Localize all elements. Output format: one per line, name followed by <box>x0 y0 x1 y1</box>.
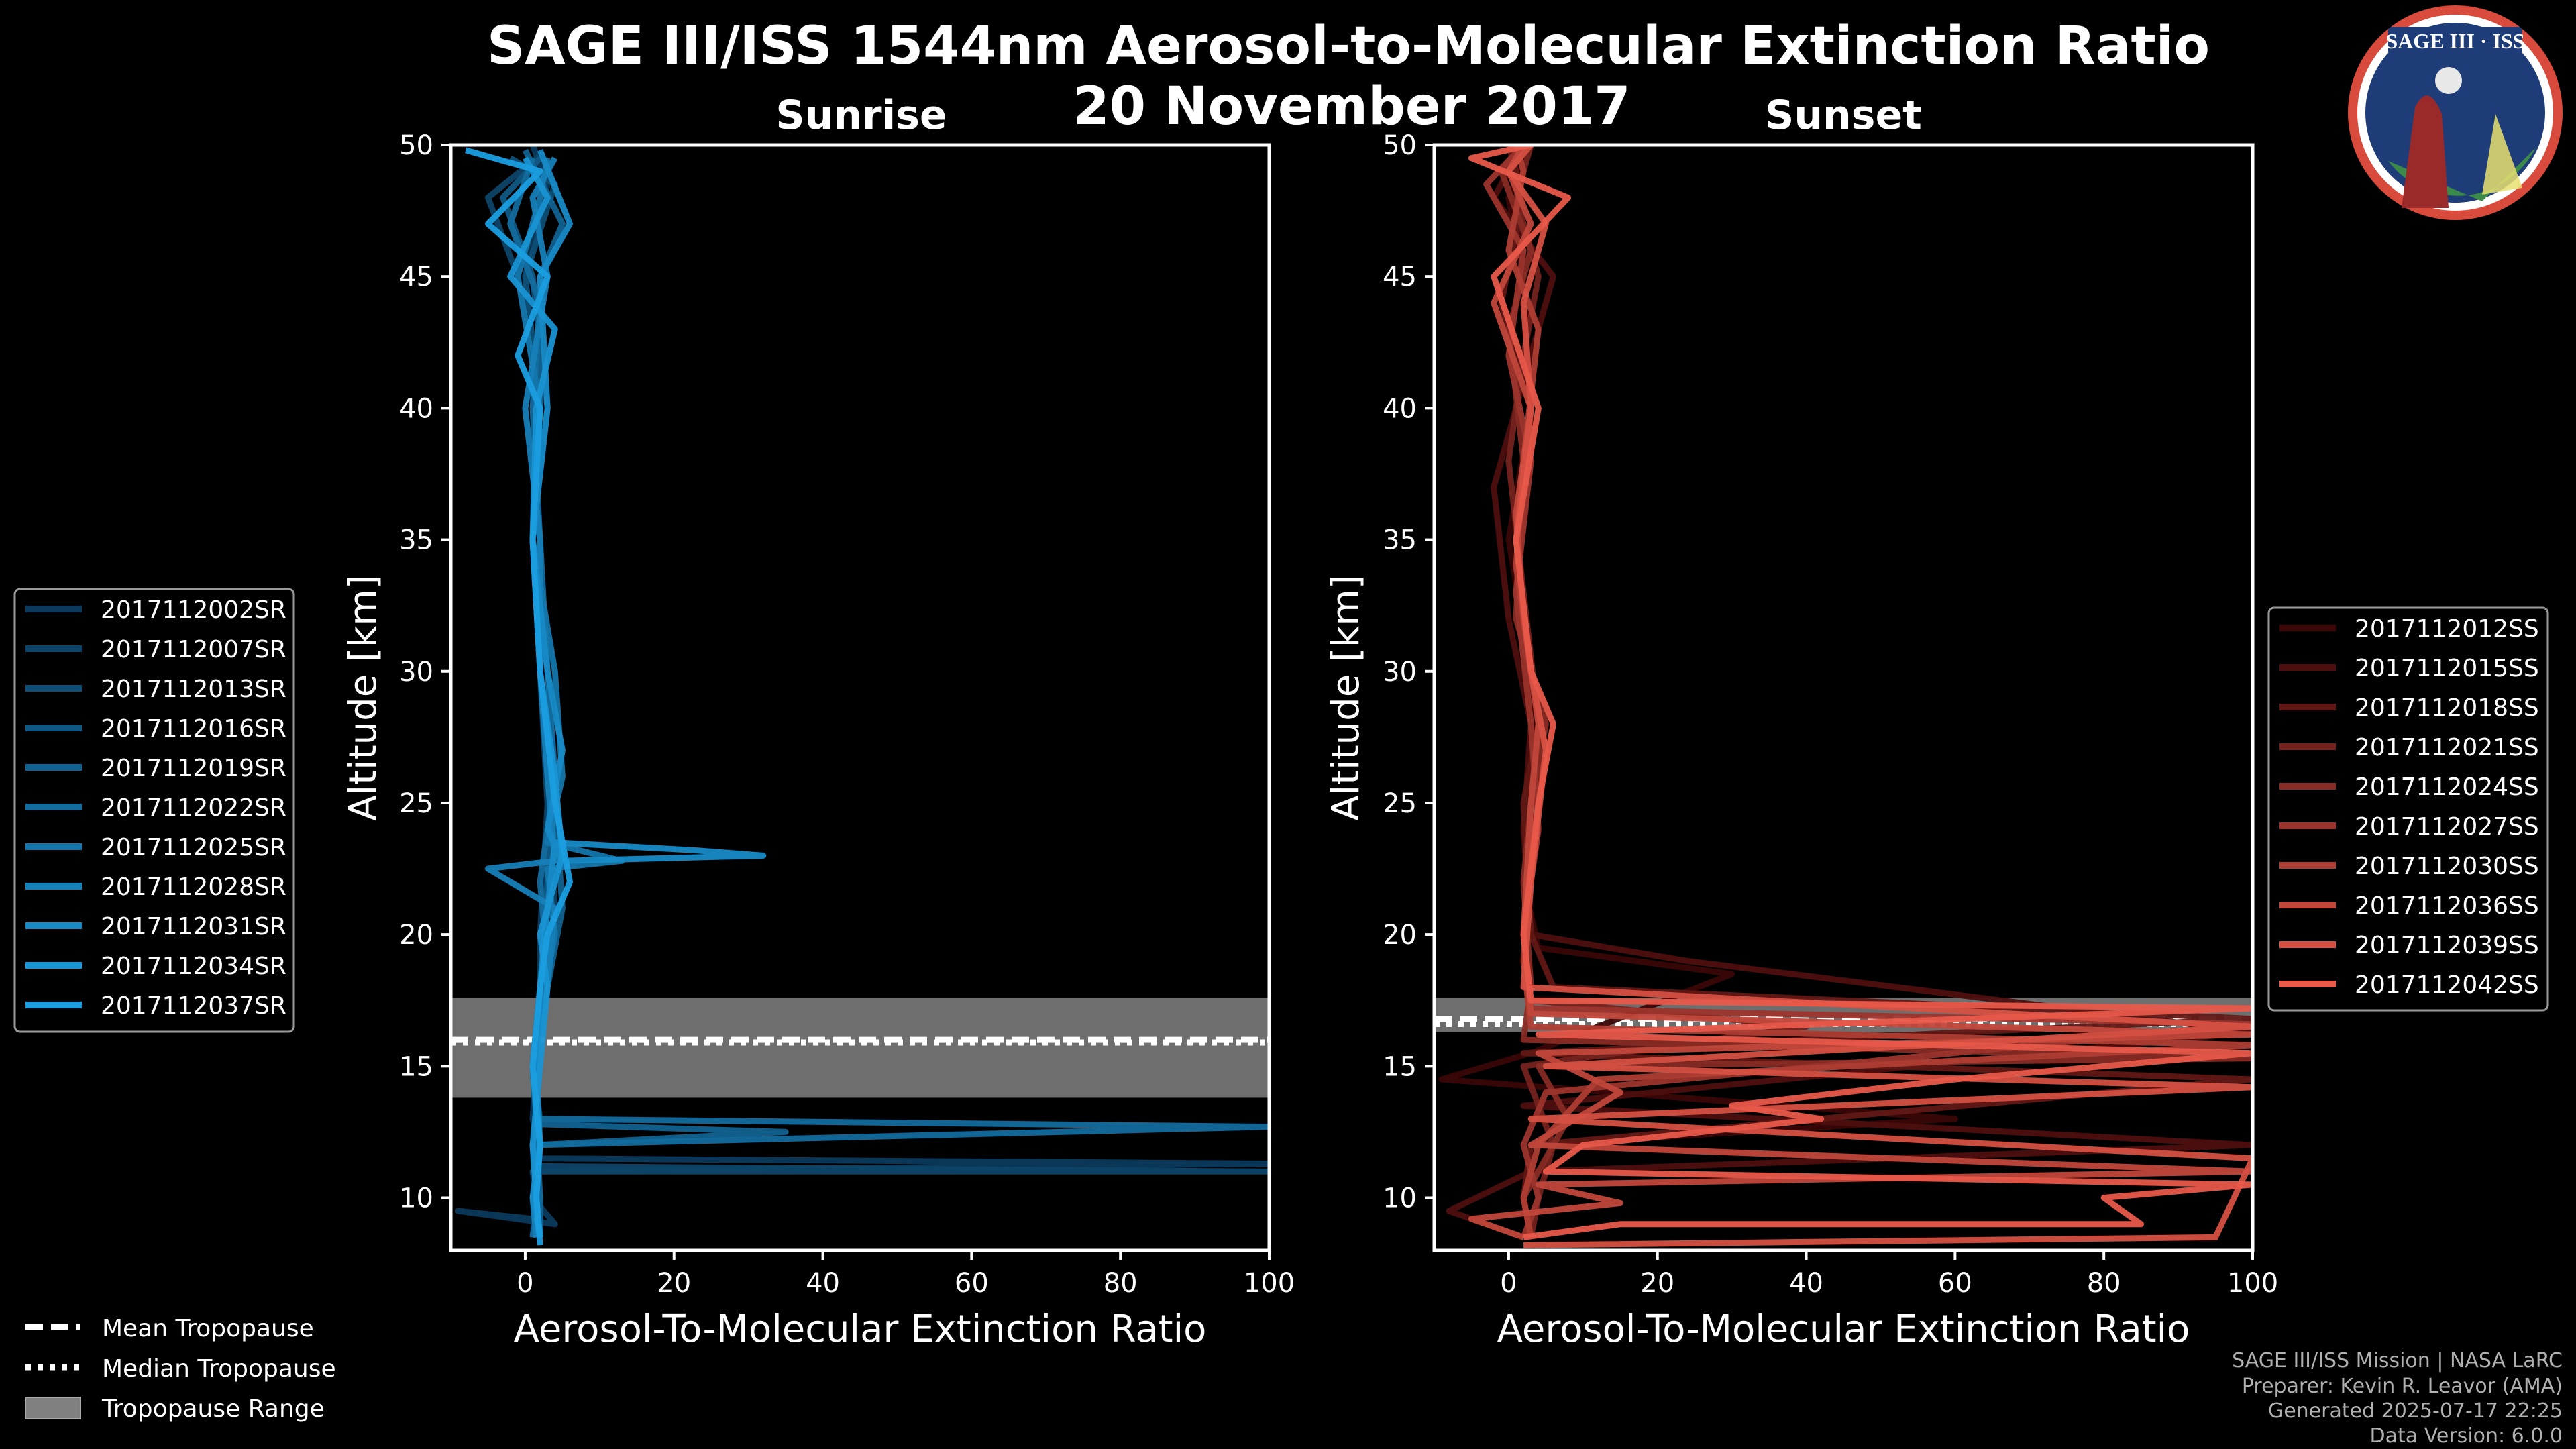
legend-label: 2017112016SR <box>101 715 286 743</box>
legend-label: 2017112028SR <box>101 873 286 901</box>
x-tick-label: 80 <box>1104 1268 1138 1299</box>
x-tick-label: 80 <box>2087 1268 2121 1299</box>
legend-label: 2017112021SS <box>2355 734 2539 761</box>
legend-label: 2017112007SR <box>101 636 286 663</box>
y-tick-label: 15 <box>399 1051 433 1082</box>
legend-label: 2017112022SR <box>101 794 286 822</box>
legend-label: 2017112037SR <box>101 992 286 1020</box>
legend-label: 2017112018SS <box>2355 694 2539 722</box>
y-tick-label: 20 <box>1383 920 1417 951</box>
sunrise-axes-frame <box>449 143 1271 1252</box>
legend-label: 2017112024SS <box>2355 773 2539 801</box>
x-tick-label: 20 <box>657 1268 691 1299</box>
logo-text: SAGE III · ISS <box>2385 29 2524 53</box>
tropopause-range-band <box>451 998 1269 1098</box>
legend-label: 2017112019SR <box>101 755 286 782</box>
profile-line-2017112042SS <box>1468 145 2253 1240</box>
legend-label: 2017112039SS <box>2355 932 2539 959</box>
y-tick-label: 25 <box>399 788 433 819</box>
sunrise-panel: 0 20 40 60 80 100 10 15 20 25 30 35 40 45 50 Aerosol-T… <box>341 130 1295 1351</box>
legend-label: 2017112031SR <box>101 913 286 941</box>
legend-label: 2017112002SR <box>101 596 286 624</box>
legend-label: 2017112013SR <box>101 676 286 703</box>
y-tick-label: 45 <box>399 262 433 292</box>
credit-mission: SAGE III/ISS Mission | NASA LaRC <box>2232 1349 2563 1373</box>
legend-label: 2017112034SR <box>101 953 286 980</box>
x-tick-label: 20 <box>1640 1268 1674 1299</box>
y-tick-label: 30 <box>1383 657 1417 688</box>
credit-data-version: Data Version: 6.0.0 <box>2370 1424 2563 1448</box>
logo-moon <box>2435 67 2462 94</box>
median-tropopause-label: Median Tropopause <box>102 1355 336 1383</box>
logo-figure <box>2402 95 2449 208</box>
tropopause-range-swatch <box>25 1397 81 1419</box>
x-tick-label: 60 <box>1938 1268 1972 1299</box>
y-tick-label: 10 <box>399 1183 433 1214</box>
x-tick-label: 100 <box>2227 1268 2278 1299</box>
sunset-axes-frame <box>1432 143 2255 1252</box>
legend-label: 2017112036SS <box>2355 892 2539 920</box>
figure-title: SAGE III/ISS 1544nm Aerosol-to-Molecular… <box>487 16 2210 76</box>
y-tick-label: 35 <box>399 525 433 556</box>
sunset-profiles <box>1438 145 2253 1248</box>
sunrise-profiles <box>455 145 1269 1246</box>
sunrise-ylabel: Altitude [km] <box>341 574 385 820</box>
x-tick-label: 0 <box>1500 1268 1517 1299</box>
y-tick-label: 40 <box>399 393 433 424</box>
sunset-ticks: 0 20 40 60 80 100 10 15 20 25 30 35 40 45 50 <box>1383 130 2278 1299</box>
legend-label: 2017112015SS <box>2355 655 2539 682</box>
x-tick-label: 60 <box>955 1268 989 1299</box>
credits: SAGE III/ISS Mission | NASA LaRC Prepare… <box>2232 1349 2563 1448</box>
sunset-xlabel: Aerosol-To-Molecular Extinction Ratio <box>1497 1307 2190 1351</box>
mean-tropopause-label: Mean Tropopause <box>102 1315 314 1342</box>
sunrise-tropopause <box>451 998 1269 1098</box>
y-tick-label: 30 <box>399 657 433 688</box>
x-tick-label: 0 <box>517 1268 533 1299</box>
credit-generated: Generated 2025-07-17 22:25 <box>2268 1399 2563 1423</box>
y-tick-label: 10 <box>1383 1183 1417 1214</box>
sunrise-ticks: 0 20 40 60 80 100 10 15 20 25 30 35 40 45 50 <box>399 130 1295 1299</box>
y-tick-label: 15 <box>1383 1051 1417 1082</box>
sunrise-panel-title: Sunrise <box>775 92 947 139</box>
sunset-panel-title: Sunset <box>1765 92 1922 139</box>
x-tick-label: 40 <box>1789 1268 1823 1299</box>
legend-label: 2017112042SS <box>2355 971 2539 999</box>
legend-label: 2017112025SR <box>101 834 286 861</box>
credit-preparer: Preparer: Kevin R. Leavor (AMA) <box>2242 1375 2563 1398</box>
sunrise-xlabel: Aerosol-To-Molecular Extinction Ratio <box>514 1307 1207 1351</box>
sunrise-legend: 2017112002SR 2017112007SR 2017112013SR 2017… <box>13 588 295 1033</box>
tropopause-range-label: Tropopause Range <box>101 1395 325 1423</box>
sunset-legend: 2017112012SS 2017112015SS 2017112018SS 2017… <box>2267 606 2549 1012</box>
y-tick-label: 25 <box>1383 788 1417 819</box>
x-tick-label: 40 <box>806 1268 840 1299</box>
tropopause-legend: Mean Tropopause Median Tropopause Tropop… <box>25 1315 336 1423</box>
legend-label: 2017112030SS <box>2355 853 2539 880</box>
sage-iii-iss-logo: SAGE III · ISS <box>2348 5 2563 220</box>
y-tick-label: 50 <box>1383 130 1417 161</box>
y-tick-label: 35 <box>1383 525 1417 556</box>
profile-line-2017112037SR <box>464 147 573 1246</box>
figure-subtitle: 20 November 2017 <box>1073 76 1630 137</box>
sunset-ylabel: Altitude [km] <box>1324 574 1368 820</box>
y-tick-label: 50 <box>399 130 433 161</box>
logo-beam <box>2482 114 2522 195</box>
legend-label: 2017112012SS <box>2355 615 2539 643</box>
x-tick-label: 100 <box>1244 1268 1295 1299</box>
y-tick-label: 40 <box>1383 393 1417 424</box>
y-tick-label: 20 <box>399 920 433 951</box>
y-tick-label: 45 <box>1383 262 1417 292</box>
legend-label: 2017112027SS <box>2355 813 2539 841</box>
sunset-panel: 0 20 40 60 80 100 10 15 20 25 30 35 40 45 50 Aerosol-T… <box>1324 130 2278 1351</box>
